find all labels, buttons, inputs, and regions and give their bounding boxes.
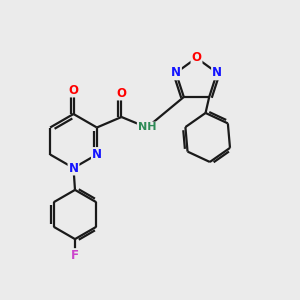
Text: O: O	[116, 86, 127, 100]
Text: N: N	[212, 66, 222, 79]
Text: F: F	[71, 249, 79, 262]
Text: O: O	[68, 83, 79, 97]
Text: O: O	[191, 51, 202, 64]
Text: N: N	[171, 66, 181, 79]
Text: N: N	[92, 148, 102, 161]
Text: NH: NH	[138, 122, 156, 133]
Text: N: N	[68, 161, 79, 175]
